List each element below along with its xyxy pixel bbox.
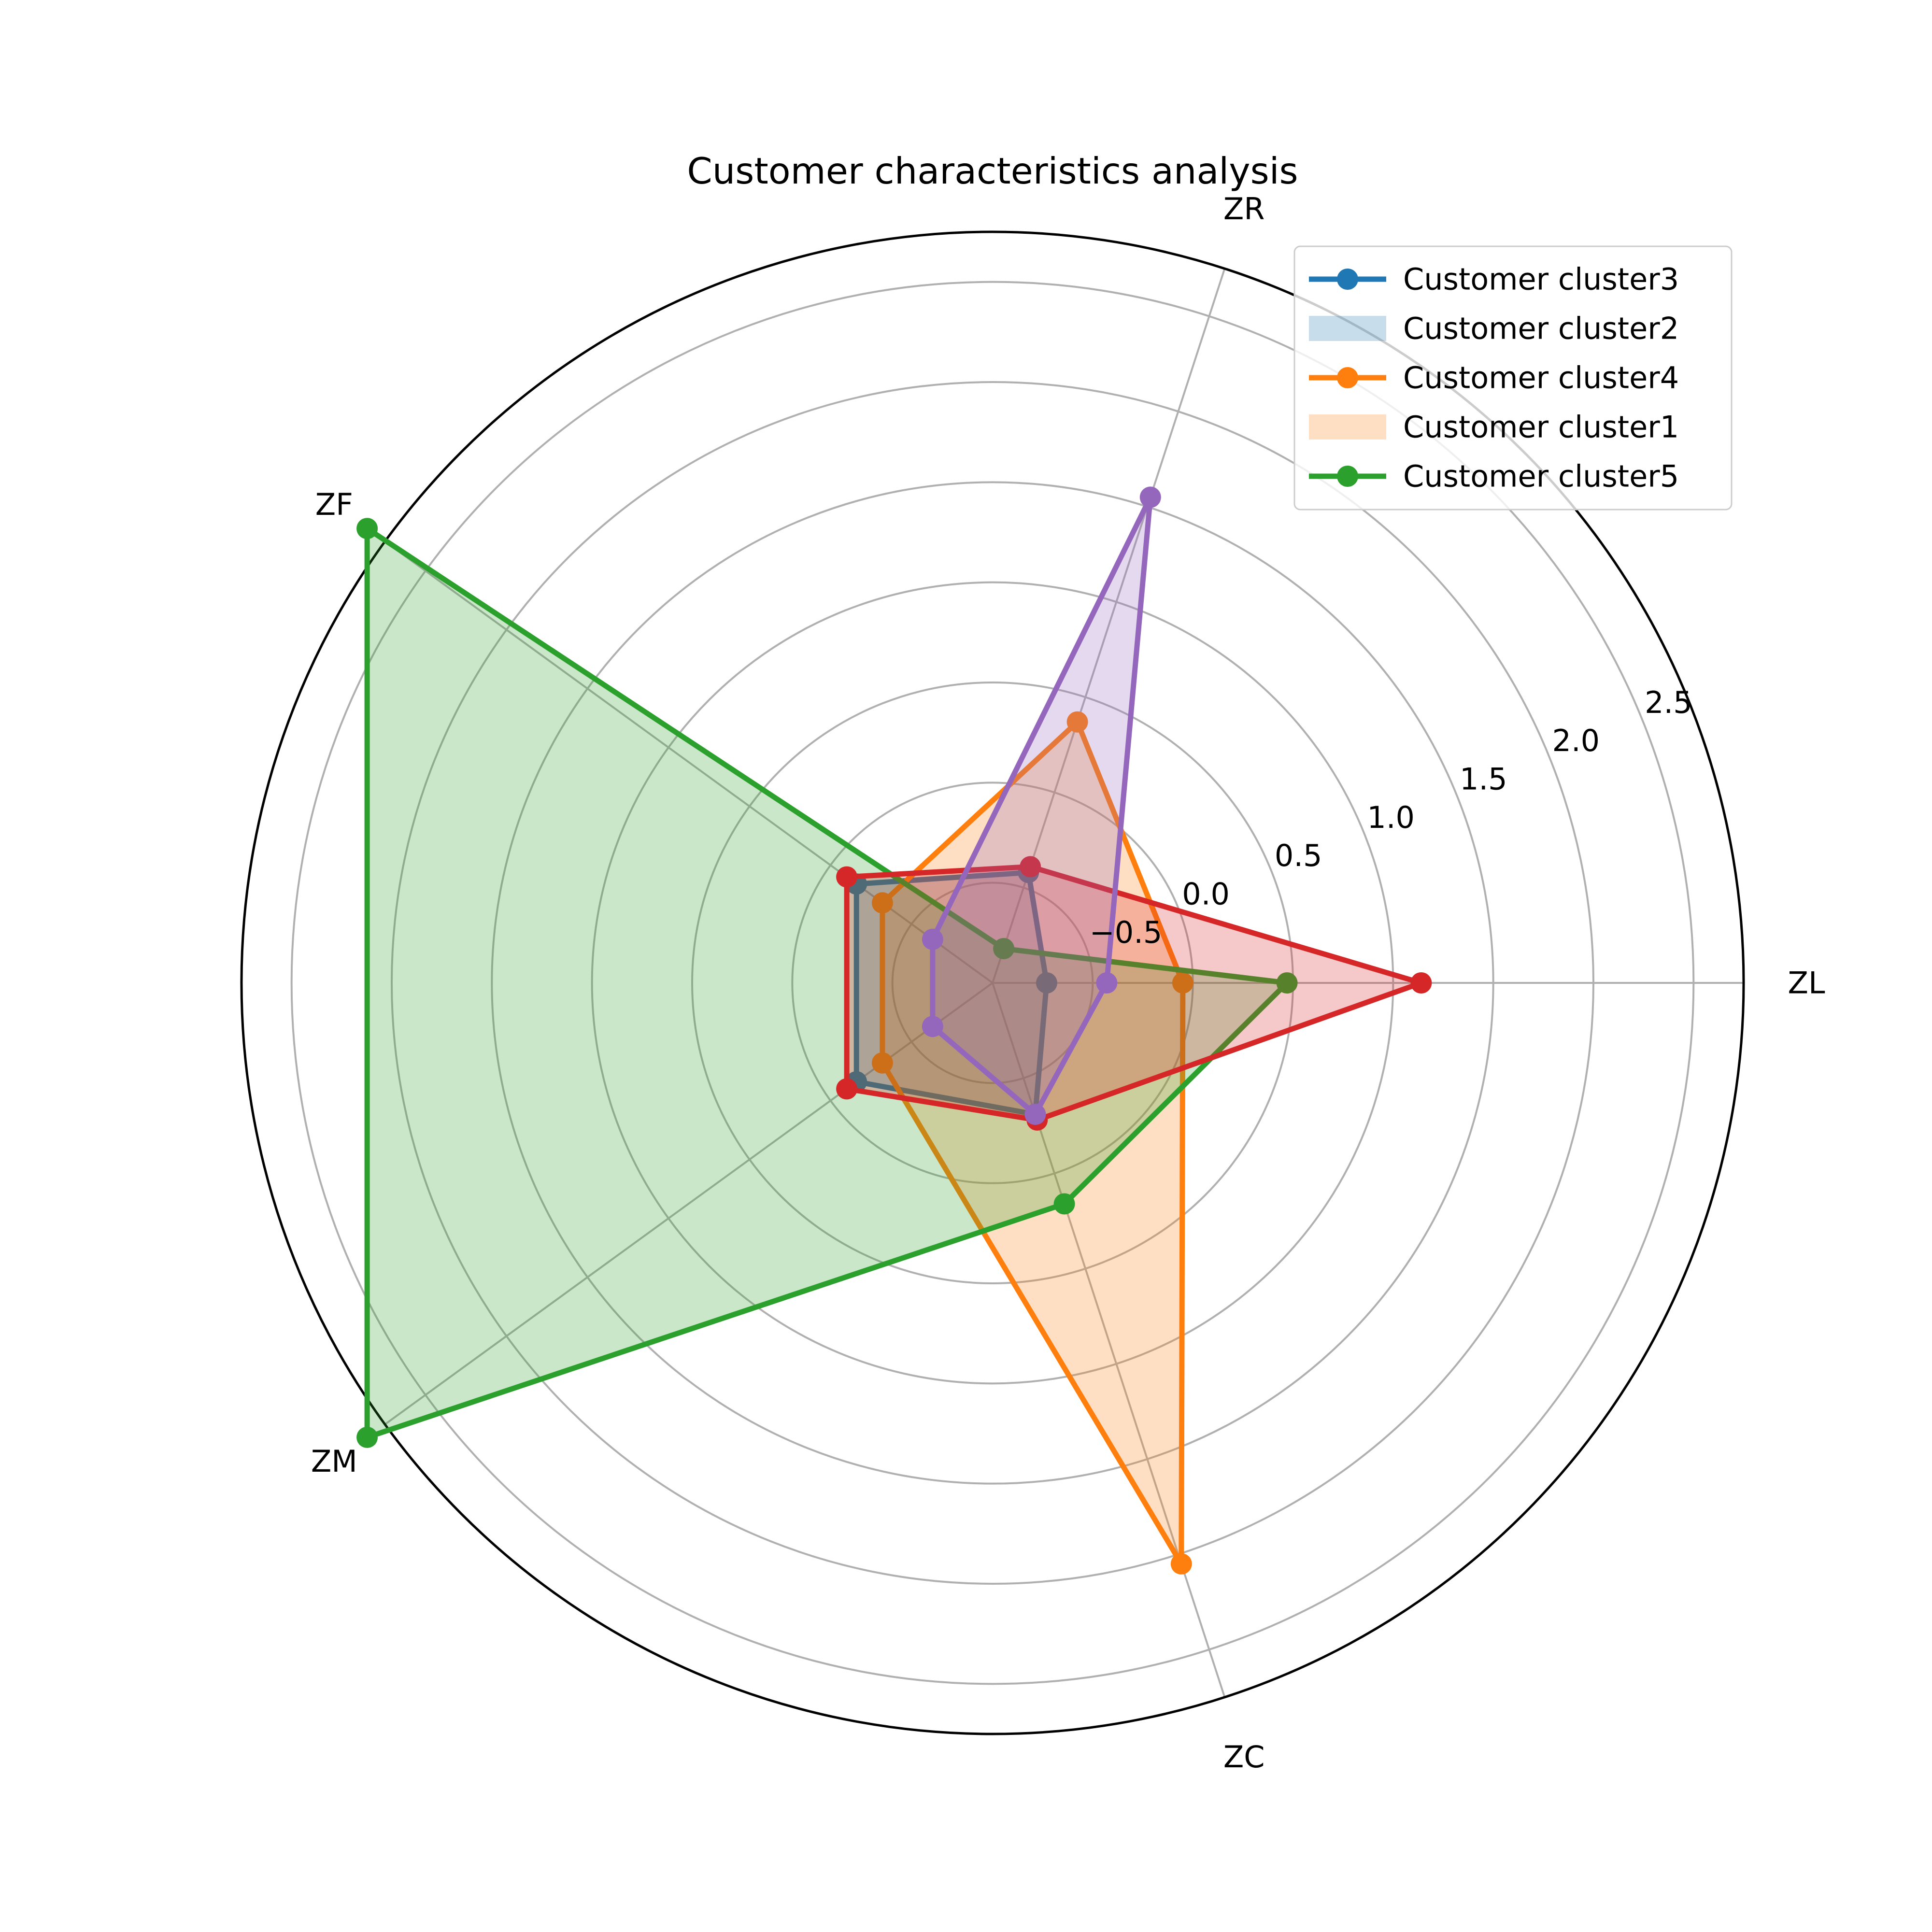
spoke-zc (992, 982, 1226, 1698)
series-3-point-zc (1053, 1193, 1075, 1215)
radial-tick-label: 2.0 (1552, 723, 1600, 758)
series-5-point-zl (1096, 972, 1118, 994)
series-line-2 (880, 719, 1186, 1567)
series-2-point-zr (1066, 711, 1088, 733)
legend-marker-swatch (1337, 367, 1358, 388)
legend-item: Customer cluster2 (1309, 311, 1679, 346)
series-4-point-zm (836, 1078, 858, 1100)
legend-item: Customer cluster4 (1309, 360, 1679, 396)
series-layer (356, 486, 1432, 1575)
series-4-point-zl (1410, 972, 1432, 994)
legend-item: Customer cluster5 (1309, 459, 1679, 494)
polar-grid (240, 230, 1745, 1735)
axis-label-zl: ZL (1788, 966, 1825, 1001)
legend-label: Customer cluster4 (1403, 360, 1679, 396)
series-5-point-zf (922, 928, 943, 950)
series-fill-2 (882, 722, 1183, 1564)
series-fill-5 (932, 497, 1151, 1115)
radial-tick-label: −0.5 (1090, 915, 1163, 950)
legend-marker-swatch (1337, 269, 1358, 290)
series-fill-4 (847, 867, 1421, 1120)
legend-frame (1293, 245, 1733, 511)
series-2-point-zc (1170, 1553, 1192, 1575)
series-2-point-zm (871, 1052, 893, 1074)
outer-frame (240, 230, 1745, 1735)
series-5-point-zc (1024, 1104, 1046, 1125)
series-1-point-zl (1036, 972, 1057, 994)
series-3-point-zm (356, 1426, 378, 1448)
spoke-zm (384, 982, 994, 1425)
legend-marker-swatch (1337, 466, 1358, 487)
radial-tick-labels: −0.5 0.0 0.5 1.0 1.5 2.0 2.5 (1090, 685, 1692, 950)
series-3 (356, 518, 1298, 1448)
axis-label-zr: ZR (1223, 191, 1265, 227)
series-2-point-zl (1172, 972, 1193, 994)
series-fill-1 (856, 872, 1047, 1115)
series-line-4 (844, 864, 1424, 1123)
axis-label-zf: ZF (315, 487, 353, 522)
series-5-point-zr (1139, 486, 1161, 508)
axis-label-zm: ZM (311, 1444, 357, 1479)
series-line-5 (930, 494, 1153, 1117)
series-line-1 (853, 869, 1050, 1117)
series-2 (871, 711, 1193, 1575)
radial-tick-label: 0.5 (1275, 838, 1322, 873)
radial-tick-label: 1.0 (1367, 800, 1415, 835)
chart-title: Customer characteristics analysis (687, 150, 1298, 192)
radial-tick-label: 1.5 (1460, 762, 1507, 797)
series-2-point-zf (871, 892, 893, 914)
series-4 (836, 856, 1432, 1131)
series-4-point-zf (836, 866, 858, 888)
legend-item: Customer cluster1 (1309, 410, 1679, 445)
radial-tick-label: 0.0 (1182, 877, 1230, 912)
series-3-point-zr (993, 938, 1015, 959)
legend-label: Customer cluster5 (1403, 459, 1679, 494)
legend-item: Customer cluster3 (1309, 262, 1679, 297)
series-line-3 (364, 526, 1290, 1440)
series-5-point-zm (922, 1016, 943, 1037)
legend-label: Customer cluster2 (1403, 311, 1679, 346)
axis-labels: ZL ZR ZF ZM ZC (311, 191, 1825, 1775)
series-3-point-zf (356, 518, 378, 540)
legend-label: Customer cluster1 (1403, 410, 1679, 445)
series-fill-3 (367, 528, 1287, 1437)
series-5 (922, 486, 1161, 1125)
radial-tick-label: 2.5 (1645, 685, 1692, 720)
legend: Customer cluster3 Customer cluster2 Custom… (1293, 245, 1733, 511)
legend-patch-swatch (1309, 316, 1386, 341)
legend-label: Customer cluster3 (1403, 262, 1679, 297)
axis-label-zc: ZC (1223, 1739, 1265, 1775)
series-4-point-zr (1020, 856, 1041, 878)
series-3-point-zl (1276, 972, 1298, 994)
legend-patch-swatch (1309, 414, 1386, 440)
spoke-zf (384, 540, 994, 984)
